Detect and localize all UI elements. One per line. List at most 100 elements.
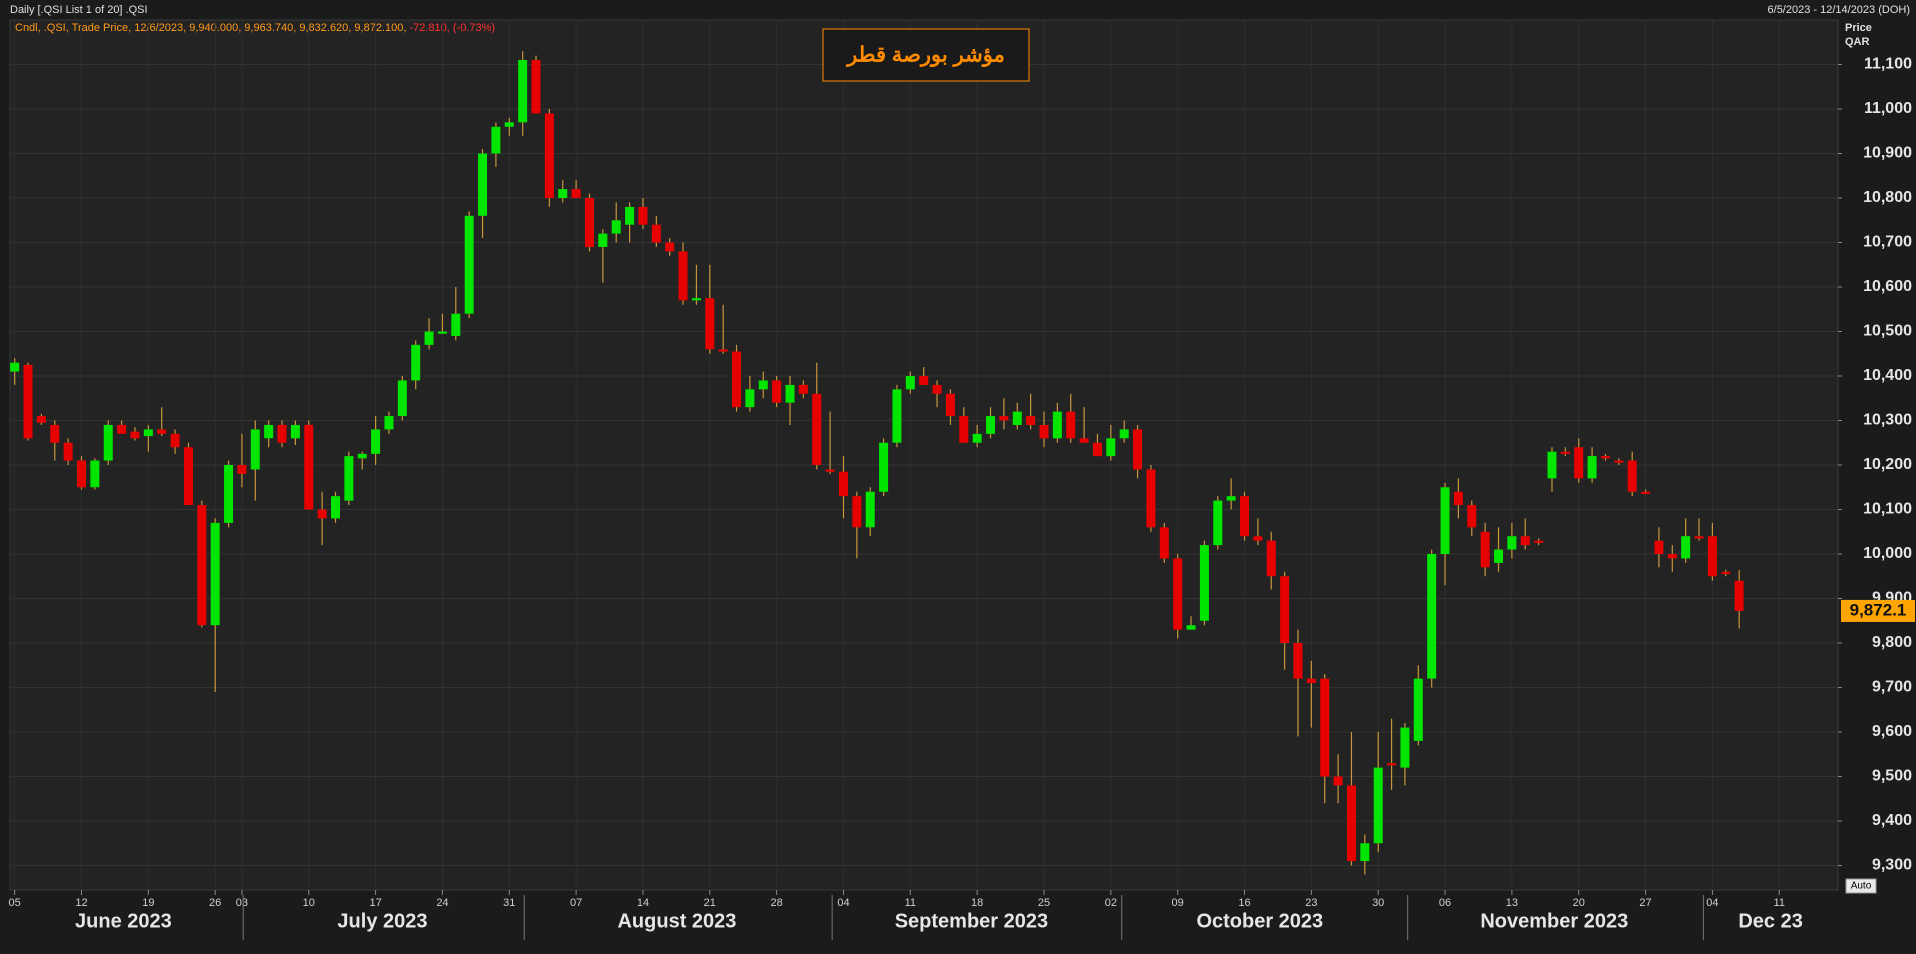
month-label: July 2023 <box>337 910 427 932</box>
y-tick-label: 11,000 <box>1864 100 1912 117</box>
candle-body <box>651 224 661 243</box>
auto-button[interactable] <box>1845 878 1877 894</box>
candle-body <box>1641 491 1651 494</box>
x-tick-label: 07 <box>570 897 582 909</box>
candle-body <box>919 376 929 385</box>
candle-body <box>63 442 73 461</box>
x-tick-label: 06 <box>1439 897 1451 909</box>
candle-body <box>812 393 822 466</box>
candle-body <box>157 429 167 434</box>
candle-body <box>972 433 982 443</box>
candle-body <box>23 364 33 439</box>
y-tick-label: 10,800 <box>1863 189 1912 206</box>
candle-body <box>464 215 474 314</box>
candle-body <box>103 424 113 461</box>
candle-body <box>705 298 715 350</box>
candle-body <box>1106 438 1116 457</box>
candle-body <box>825 469 835 472</box>
candle-body <box>1560 451 1570 454</box>
candle-body <box>130 431 140 439</box>
candle-body <box>90 460 100 488</box>
candle-body <box>745 389 755 408</box>
candle-body <box>1226 496 1236 501</box>
y-tick-label: 9,300 <box>1872 857 1912 874</box>
candle-body <box>1079 438 1089 443</box>
candle-body <box>732 351 742 408</box>
candle-body <box>1333 776 1343 786</box>
candle-body <box>1400 727 1410 768</box>
x-tick-label: 12 <box>75 897 87 909</box>
candle-body <box>451 313 461 336</box>
y-tick-label: 9,700 <box>1872 679 1912 696</box>
candle-body <box>1507 536 1517 550</box>
candle-body <box>1494 549 1504 563</box>
candle-body <box>1213 500 1223 546</box>
x-tick-label: 21 <box>704 897 716 909</box>
month-label: June 2023 <box>75 910 172 932</box>
chart-header: Daily [.QSI List 1 of 20] .QSI <box>10 4 148 16</box>
candle-body <box>1052 411 1062 439</box>
auto-button-label[interactable]: Auto <box>1851 881 1872 892</box>
candle-body <box>785 384 795 403</box>
x-tick-label: 11 <box>1774 897 1785 909</box>
candle-body <box>1026 416 1036 425</box>
x-tick-label: 03 <box>236 897 248 909</box>
candle-body <box>1186 625 1196 630</box>
candle-body <box>357 453 367 459</box>
candle-body <box>1440 487 1450 555</box>
candle-body <box>1146 469 1156 528</box>
y-tick-label: 9,800 <box>1872 634 1912 651</box>
candle-body <box>879 442 889 492</box>
candle-body <box>1413 678 1423 741</box>
last-price-label: 9,872.1 <box>1850 600 1907 619</box>
candle-body <box>1092 442 1102 457</box>
candle-body <box>638 206 648 225</box>
y-tick-label: 10,200 <box>1863 456 1912 473</box>
x-tick-label: 28 <box>771 897 783 909</box>
candle-body <box>237 465 247 474</box>
candle-body <box>531 60 541 114</box>
candle-body <box>598 233 608 247</box>
candle-body <box>1293 643 1303 679</box>
candle-body <box>1199 545 1209 621</box>
candle-body <box>1266 540 1276 577</box>
candle-body <box>905 376 915 390</box>
candle-body <box>304 424 314 510</box>
candle-body <box>1681 536 1691 559</box>
x-tick-label: 14 <box>637 897 649 909</box>
y-tick-label: 10,300 <box>1863 412 1912 429</box>
candle-body <box>865 491 875 528</box>
candle-body <box>491 126 501 154</box>
candle-body <box>1119 429 1129 439</box>
candle-body <box>77 460 87 488</box>
x-tick-label: 16 <box>1238 897 1250 909</box>
candle-body <box>290 424 300 439</box>
x-tick-label: 09 <box>1172 897 1184 909</box>
candle-body <box>1453 491 1463 506</box>
candle-body <box>945 393 955 417</box>
x-tick-label: 26 <box>209 897 221 909</box>
candle-body <box>999 416 1009 421</box>
y-tick-label: 10,500 <box>1863 323 1912 340</box>
candle-body <box>1654 540 1664 555</box>
candle-body <box>1587 456 1597 479</box>
candle-body <box>10 362 20 372</box>
candle-body <box>932 384 942 394</box>
candle-body <box>277 424 287 443</box>
candle-body <box>1173 558 1183 630</box>
candle-body <box>317 509 327 519</box>
candle-body <box>625 206 635 225</box>
candle-body <box>718 349 728 352</box>
candle-body <box>1480 531 1490 568</box>
plot-area <box>9 19 1839 891</box>
candle-body <box>411 344 421 381</box>
candle-body <box>371 429 381 454</box>
candle-body <box>50 424 60 443</box>
month-label: October 2023 <box>1196 910 1323 932</box>
candle-body <box>986 416 996 434</box>
candle-body <box>571 189 581 199</box>
candle-body <box>1734 580 1744 611</box>
x-tick-label: 19 <box>142 897 154 909</box>
candle-body <box>1614 460 1624 463</box>
candle-body <box>665 242 675 252</box>
